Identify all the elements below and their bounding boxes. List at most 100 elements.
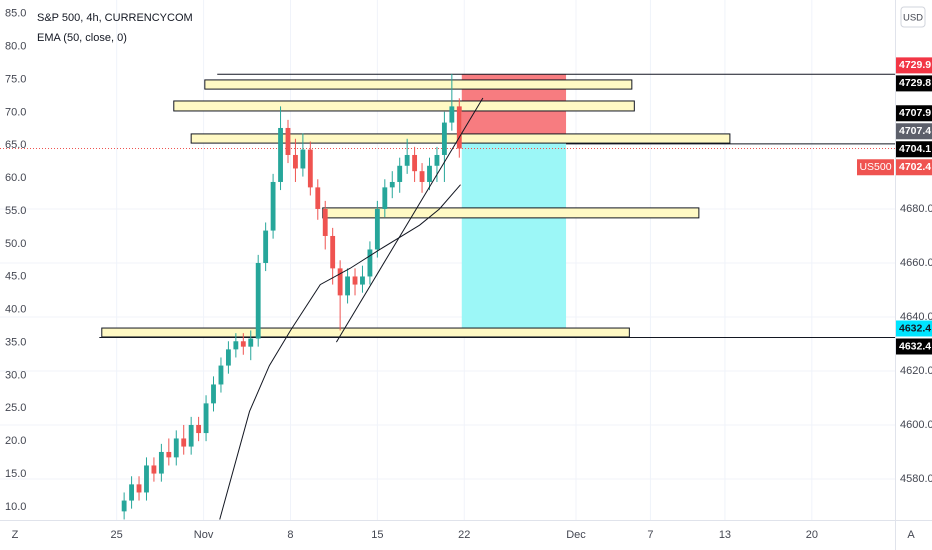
x-tick-label: 13: [719, 529, 731, 541]
candle-body: [203, 403, 209, 434]
y2-tick-label: 45.0: [5, 271, 26, 283]
indicator-label: EMA (50, close, 0): [37, 32, 127, 44]
candle-body: [449, 106, 455, 123]
candle-body: [412, 154, 418, 172]
candle-body: [315, 187, 321, 209]
price-label-bg: [896, 105, 932, 122]
y2-tick-label: 35.0: [5, 336, 26, 348]
candle-body: [419, 171, 425, 182]
candle-body: [367, 249, 373, 277]
symbol-tag: US500: [859, 161, 891, 173]
candle-body: [270, 181, 276, 231]
x-tick-label: 7: [647, 529, 653, 541]
candle-body: [151, 465, 157, 474]
candle-body: [158, 451, 164, 474]
candle-body: [218, 365, 224, 385]
scale-button[interactable]: A: [907, 529, 915, 541]
candle-body: [434, 154, 440, 166]
candle-body: [136, 484, 142, 493]
support-resistance-zone: [322, 207, 700, 219]
candle-body: [166, 451, 172, 458]
candle-body: [248, 338, 254, 347]
candle-body: [181, 438, 187, 447]
y2-tick-label: 80.0: [5, 41, 26, 53]
price-label: 4702.4: [899, 161, 931, 173]
candle-body: [300, 149, 306, 169]
y2-tick-label: 40.0: [5, 304, 26, 316]
y2-tick-label: 55.0: [5, 205, 26, 217]
candle-body: [382, 187, 388, 209]
support-resistance-zone: [101, 327, 630, 338]
price-label-bg: [896, 159, 932, 176]
price-label-bg: [896, 320, 932, 337]
price-label: 4707.4: [899, 125, 931, 137]
price-label-bg: [896, 123, 932, 140]
price-label-bg: [896, 57, 932, 74]
y2-tick-label: 25.0: [5, 402, 26, 414]
target-zone: [461, 134, 567, 338]
x-tick-label: 20: [806, 529, 818, 541]
y-tick-label: 4620.0: [900, 365, 932, 377]
y2-tick-label: 10.0: [5, 501, 26, 513]
plot-area: [0, 0, 895, 520]
candle-body: [374, 208, 380, 250]
y-tick-label: 4640.0: [900, 311, 932, 323]
candle-body: [196, 424, 202, 434]
candle-body: [322, 208, 328, 236]
price-label: 4632.4: [899, 322, 931, 334]
symbol-tag-bg: [857, 159, 894, 176]
x-tick-label: 8: [287, 529, 293, 541]
price-label: 4707.9: [899, 107, 931, 119]
candle-body: [360, 276, 365, 285]
price-label: 4729.8: [899, 77, 931, 89]
x-tick-label: Nov: [194, 529, 214, 541]
y-tick-label: 4680.0: [900, 203, 932, 215]
y2-tick-label: 75.0: [5, 73, 26, 85]
candle-body: [456, 106, 462, 149]
candle-body: [263, 230, 269, 263]
price-label-bg: [896, 338, 932, 355]
chart-title: S&P 500, 4h, CURRENCYCOM: [37, 12, 193, 24]
ema-line: [219, 184, 461, 520]
candle-body: [129, 484, 135, 501]
y2-tick-label: 50.0: [5, 238, 26, 250]
currency-label: USD: [903, 13, 923, 24]
y2-tick-label: 20.0: [5, 435, 26, 447]
y2-tick-label: 65.0: [5, 139, 26, 151]
currency-button[interactable]: [900, 6, 926, 28]
candle-body: [345, 276, 350, 296]
price-label: 4704.1: [899, 143, 931, 155]
candle-body: [278, 127, 283, 182]
y-tick-label: 4580.0: [900, 473, 932, 485]
candle-body: [285, 127, 291, 155]
candle-body: [225, 349, 231, 366]
candle-body: [121, 500, 127, 512]
price-label-bg: [896, 75, 932, 92]
price-label: 4729.9: [899, 59, 931, 71]
candle-body: [389, 181, 395, 188]
price-label: 4632.4: [899, 340, 931, 352]
y-tick-label: 4660.0: [900, 257, 932, 269]
scale-button[interactable]: Z: [12, 529, 19, 541]
candle-body: [233, 341, 239, 350]
candle-body: [352, 276, 358, 285]
candle-body: [188, 424, 194, 447]
candle-body: [240, 341, 246, 347]
x-tick-label: Dec: [566, 529, 586, 541]
candle-body: [293, 154, 298, 169]
x-tick-label: 25: [111, 529, 123, 541]
candle-body: [173, 438, 179, 458]
candle-body: [330, 235, 336, 269]
candle-body: [307, 149, 313, 188]
support-resistance-zone: [204, 79, 633, 90]
candle-body: [427, 165, 432, 182]
candle-body: [441, 122, 447, 155]
x-tick-label: 15: [371, 529, 383, 541]
y2-tick-label: 30.0: [5, 369, 26, 381]
support-resistance-zone: [173, 100, 635, 112]
y-tick-label: 4600.0: [900, 419, 932, 431]
candle-body: [255, 262, 261, 339]
y2-tick-label: 60.0: [5, 172, 26, 184]
candle-body: [211, 384, 216, 404]
